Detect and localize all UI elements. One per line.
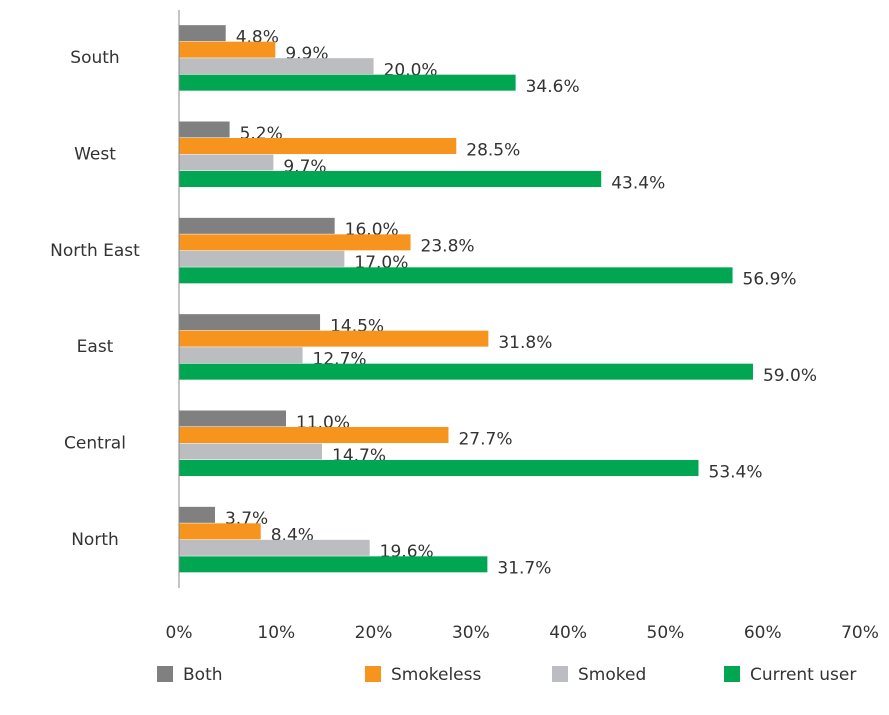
legend-label: Smoked (578, 665, 646, 685)
x-tick-label: 50% (647, 623, 685, 643)
bar (179, 410, 287, 427)
bar (179, 314, 321, 331)
legend-swatch (724, 666, 740, 682)
bar (179, 25, 226, 42)
bar (179, 41, 276, 58)
data-label: 31.7% (497, 559, 551, 579)
x-tick-label: 30% (452, 623, 490, 643)
bar (179, 523, 261, 540)
category-label: North (71, 530, 119, 550)
bar (179, 460, 699, 476)
data-label: 34.6% (526, 77, 580, 97)
category-label: South (70, 48, 119, 68)
bar (179, 58, 374, 75)
bar (179, 267, 733, 284)
bar (179, 347, 303, 364)
data-label: 59.0% (763, 366, 817, 386)
bar (179, 74, 516, 91)
data-label: 23.8% (421, 237, 475, 257)
x-tick-label: 0% (166, 623, 193, 643)
x-tick-label: 40% (549, 623, 587, 643)
data-label: 43.4% (611, 173, 665, 193)
bar (179, 506, 215, 523)
bar (179, 154, 274, 171)
data-label: 56.9% (743, 270, 797, 290)
data-label: 27.7% (458, 429, 512, 449)
legend-label: Both (183, 665, 223, 685)
data-label: 28.5% (466, 140, 520, 160)
x-tick-label: 10% (257, 623, 295, 643)
category-label: North East (50, 241, 140, 261)
x-tick-label: 70% (841, 623, 879, 643)
legend-label: Smokeless (391, 665, 481, 685)
bar (179, 556, 488, 573)
bar (179, 330, 489, 347)
bar (179, 234, 411, 251)
bar (179, 539, 370, 556)
legend-label: Current user (750, 665, 856, 685)
x-tick-label: 20% (355, 623, 393, 643)
data-label: 53.4% (709, 462, 763, 482)
category-label: East (77, 337, 114, 357)
bar (179, 217, 335, 234)
legend-swatch (157, 666, 173, 682)
bar (179, 171, 602, 187)
bar (179, 250, 345, 267)
bar (179, 427, 449, 443)
category-label: West (74, 145, 116, 165)
bar (179, 443, 323, 460)
data-label: 31.8% (498, 333, 552, 353)
bar (179, 138, 457, 154)
legend-swatch (365, 666, 381, 682)
legend-swatch (552, 666, 568, 682)
x-tick-label: 60% (744, 623, 782, 643)
bar (179, 121, 230, 138)
category-label: Central (64, 434, 126, 454)
bar (179, 363, 753, 380)
